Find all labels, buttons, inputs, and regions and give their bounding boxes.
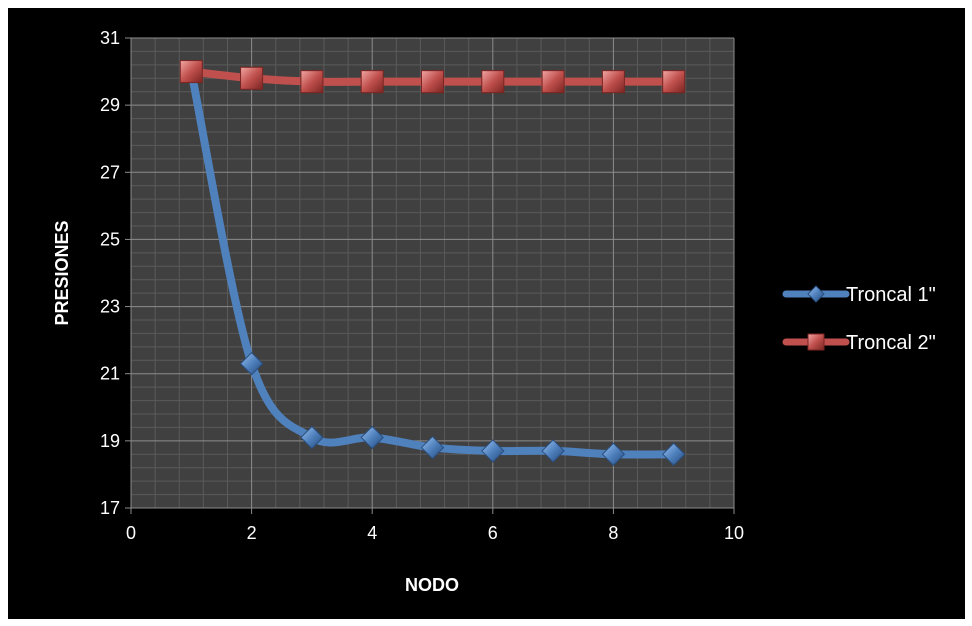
y-tick-label: 27	[100, 162, 120, 182]
x-tick-label: 10	[724, 523, 744, 543]
legend-label-troncal-2: Troncal 2"	[846, 332, 936, 354]
data-point-troncal-1	[239, 351, 264, 376]
data-point-troncal-1	[420, 435, 445, 460]
data-point-troncal-2	[541, 70, 565, 94]
chart-svg: 0 2 4 6 8 10 17 19 21 23 25 27 29 31 NODO PRESIONES T…	[52, 28, 936, 595]
y-axis-title: PRESIONES	[52, 220, 72, 325]
legend-marker-troncal-2	[807, 333, 825, 351]
x-tick-label: 8	[608, 523, 618, 543]
chart-area: 0 2 4 6 8 10 17 19 21 23 25 27 29 31 NODO PRESIONES T…	[8, 8, 965, 619]
data-point-troncal-2	[179, 60, 203, 84]
y-tick-label: 31	[100, 28, 120, 48]
x-tick-label: 6	[488, 523, 498, 543]
data-point-troncal-2	[300, 70, 324, 94]
data-point-troncal-2	[481, 70, 505, 94]
x-tick-label: 0	[126, 523, 136, 543]
data-point-troncal-2	[421, 70, 444, 94]
legend-item-troncal-2: Troncal 2"	[782, 332, 936, 354]
y-tick-label: 21	[100, 364, 120, 384]
series-line-troncal-1	[187, 67, 678, 459]
axes: 0 2 4 6 8 10 17 19 21 23 25 27 29 31	[100, 28, 744, 543]
data-point-troncal-2	[601, 70, 625, 94]
series-layer	[179, 59, 686, 466]
data-point-troncal-1	[481, 439, 505, 463]
data-point-troncal-1	[360, 425, 384, 450]
y-tick-label: 17	[100, 498, 120, 518]
data-point-troncal-2	[360, 70, 384, 94]
data-point-troncal-1	[661, 442, 686, 466]
data-point-troncal-1	[300, 425, 324, 450]
legend: Troncal 1" Troncal 2"	[782, 284, 936, 354]
y-tick-label: 25	[100, 229, 120, 249]
legend-label-troncal-1: Troncal 1"	[846, 284, 936, 306]
data-point-troncal-2	[240, 66, 264, 90]
data-point-troncal-1	[601, 442, 626, 466]
data-point-troncal-2	[662, 70, 686, 94]
legend-item-troncal-1: Troncal 1"	[782, 284, 936, 306]
y-tick-label: 29	[100, 95, 120, 115]
y-tick-label: 19	[100, 431, 120, 451]
x-tick-label: 2	[247, 523, 257, 543]
legend-marker-troncal-1	[807, 285, 825, 303]
x-axis-title: NODO	[405, 575, 459, 595]
y-tick-label: 23	[100, 297, 120, 317]
data-point-troncal-1	[541, 439, 565, 463]
x-tick-label: 4	[367, 523, 377, 543]
